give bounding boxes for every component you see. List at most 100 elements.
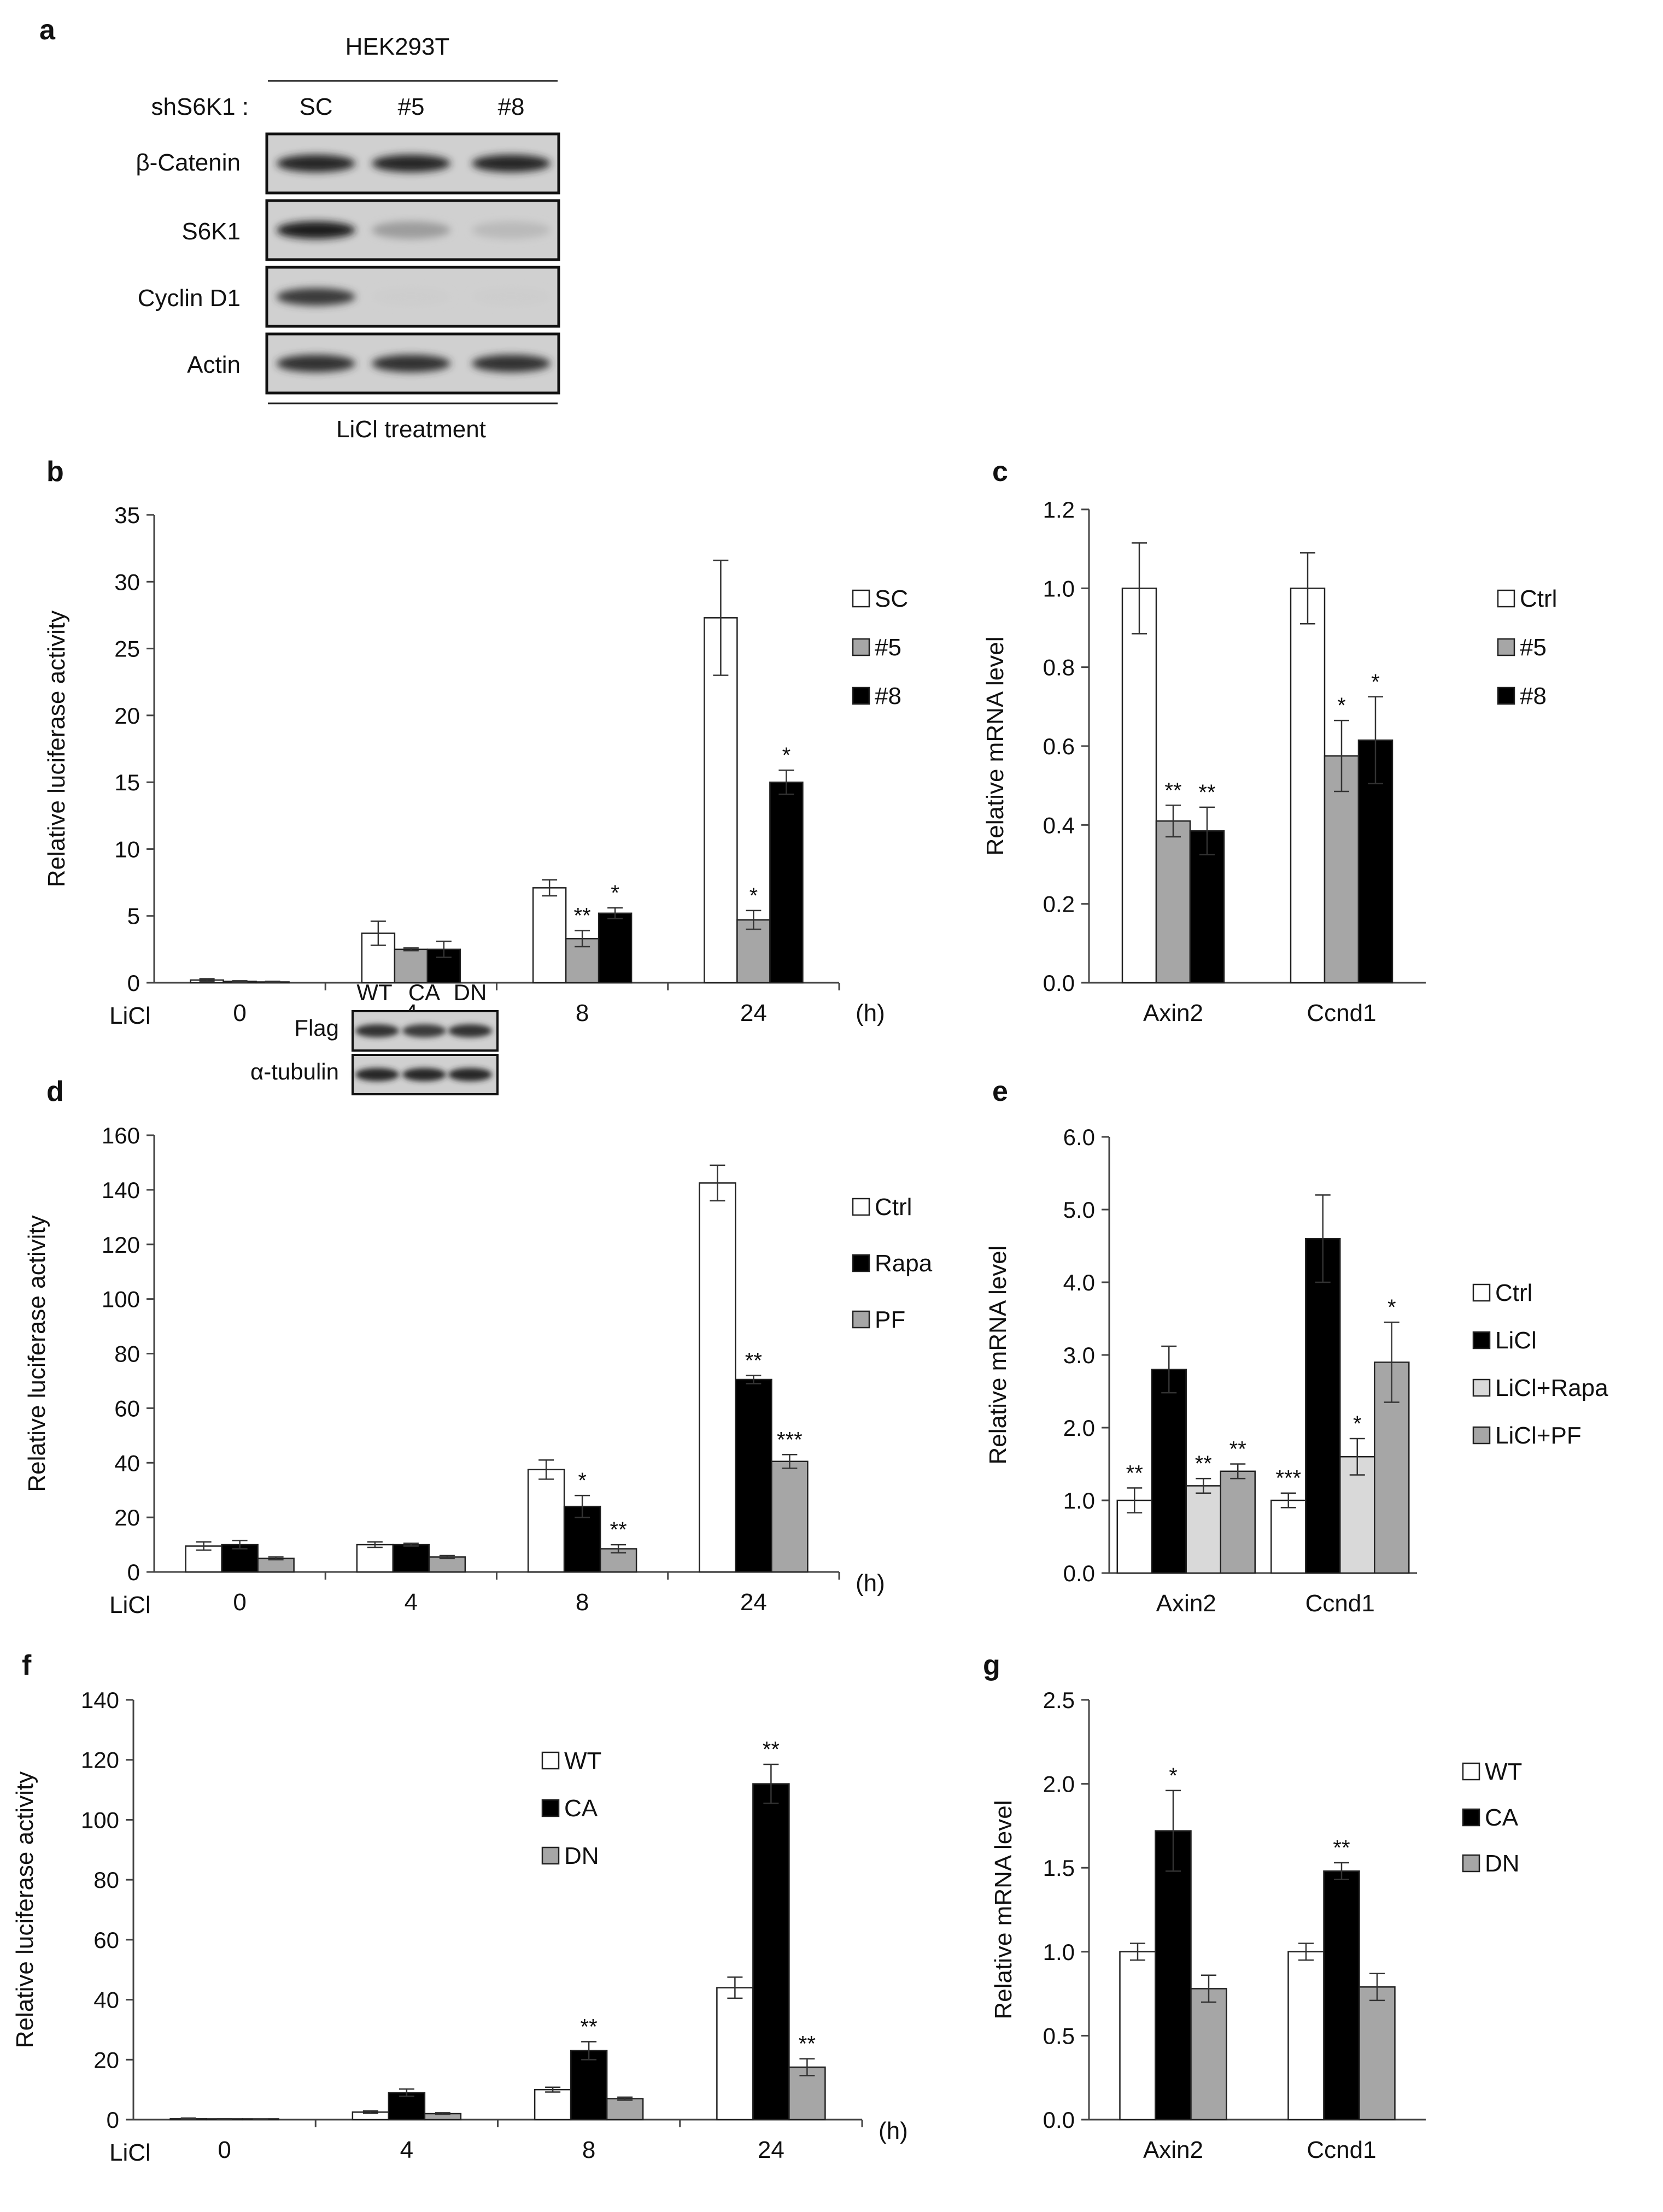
- legend-swatch-ca: [541, 1799, 560, 1817]
- blot-band-flag-lane-1: [355, 1024, 399, 1037]
- bar-ctrl-8: [527, 1469, 565, 1573]
- blot-band-s6k1-lane-1: [277, 221, 355, 239]
- y-tick-label: 25: [114, 636, 140, 662]
- y-tick-label: 1.2: [1043, 497, 1075, 523]
- legend-label-8: #8: [875, 683, 901, 709]
- bar-ca-24: [752, 1783, 790, 2121]
- bar-ctrl-4: [356, 1544, 394, 1573]
- legend-label-licl-pf: LiCl+PF: [1495, 1422, 1582, 1449]
- y-tick-label: 140: [102, 1177, 140, 1203]
- x-axis-title: LiCl: [109, 2139, 151, 2166]
- panel-label-e: e: [992, 1076, 1008, 1107]
- x-category-label-4: 4: [400, 2137, 413, 2163]
- blot-band-catenin-lane-2: [372, 155, 450, 172]
- blot-band-tubulin-lane-1: [355, 1068, 399, 1081]
- legend-label-sc: SC: [875, 585, 908, 612]
- legend-label-ctrl: Ctrl: [1520, 585, 1557, 612]
- bar-dn-8: [606, 2098, 644, 2121]
- cell-line-label: HEK293T: [346, 33, 450, 60]
- y-tick-label: 80: [93, 1867, 119, 1893]
- y-tick-label: 4.0: [1063, 1270, 1095, 1295]
- x-axis-unit: (h): [856, 1000, 885, 1026]
- significance-mark-5-axin2: **: [1164, 778, 1181, 802]
- x-category-label-axin2: Axin2: [1156, 1590, 1216, 1617]
- legend-label-dn: DN: [1485, 1850, 1520, 1877]
- legend-swatch-5: [852, 638, 870, 656]
- bar-wt-ccnd1: [1287, 1951, 1325, 2121]
- panel-label-c: c: [992, 456, 1008, 488]
- significance-mark-rapa-8: *: [578, 1469, 587, 1493]
- blot-band-tubulin-lane-3: [448, 1068, 492, 1081]
- blot-row-label-cyclin-d1: Cyclin D1: [138, 285, 241, 312]
- panel-label-d: d: [46, 1076, 64, 1107]
- chart-panel-g: g 0.0 0.5 1.0 1.5 2.0 2.5 Relative mRNA level Ax…: [983, 1650, 1522, 2163]
- significance-mark-8-8: *: [611, 881, 619, 905]
- y-tick-label: 1.5: [1043, 1855, 1075, 1881]
- bar-ca-ccnd1: [1323, 1870, 1360, 2121]
- y-tick-label: 1.0: [1043, 1939, 1075, 1965]
- legend-swatch-8: [852, 687, 870, 705]
- y-tick-label: 0: [127, 1559, 140, 1585]
- y-tick-label: 100: [102, 1287, 140, 1312]
- significance-mark-ca-24: **: [763, 1738, 780, 1762]
- bar-8-24: [769, 781, 804, 984]
- x-category-label-axin2: Axin2: [1143, 1000, 1203, 1026]
- y-tick-label: 1.0: [1063, 1488, 1095, 1513]
- inset-lane-label-dn: DN: [454, 979, 487, 1005]
- x-category-label-8: 8: [576, 1000, 589, 1026]
- bar-sc-24: [704, 617, 738, 984]
- bar-licl-ccnd1: [1305, 1237, 1341, 1574]
- y-tick-label: 40: [114, 1450, 140, 1476]
- y-tick-label: 2.5: [1043, 1687, 1075, 1713]
- y-tick-label: 2.0: [1043, 1771, 1075, 1797]
- y-axis-title: Relative mRNA level: [982, 636, 1009, 855]
- bar-ctrl-ccnd1: [1290, 588, 1326, 984]
- x-category-label-ccnd1: Ccnd1: [1307, 2137, 1376, 2163]
- x-category-label-0: 0: [233, 1589, 246, 1616]
- y-tick-label: 0.6: [1043, 734, 1075, 759]
- x-axis-title: LiCl: [109, 1002, 151, 1029]
- y-tick-label: 120: [102, 1232, 140, 1258]
- significance-mark-5-8: **: [574, 904, 591, 928]
- y-tick-label: 0: [107, 2107, 119, 2133]
- x-category-label-0: 0: [218, 2137, 231, 2163]
- legend-swatch-sc: [852, 589, 870, 608]
- x-axis-unit: (h): [879, 2117, 908, 2144]
- bar-wt-24: [716, 1987, 754, 2121]
- y-tick-label: 0.0: [1043, 970, 1075, 996]
- y-tick-label: 15: [114, 770, 140, 795]
- inset-blot-strips: [352, 1010, 499, 1095]
- blot-row-label-beta-catenin: β-Catenin: [136, 149, 241, 176]
- blot-band-cyclin-d1-lane-3: [472, 288, 551, 306]
- x-axis-unit: (h): [856, 1570, 885, 1597]
- x-category-label-0: 0: [233, 1000, 246, 1026]
- bar-dn-axin2: [1190, 1988, 1227, 2121]
- significance-mark-ctrl-axin2: **: [1126, 1461, 1143, 1485]
- panel-a-western-blot: a HEK293T shS6K1 : SC #5 #8 β-Catenin S6…: [39, 14, 560, 443]
- y-tick-label: 20: [114, 1505, 140, 1530]
- legend-swatch-licl-rapa: [1472, 1378, 1491, 1397]
- blot-band-flag-lane-2: [402, 1024, 446, 1037]
- blot-strips: [265, 132, 560, 395]
- y-tick-label: 80: [114, 1341, 140, 1367]
- blot-row-label-s6k1: S6K1: [181, 218, 241, 245]
- bar-sc-8: [532, 887, 567, 984]
- legend-swatch-ctrl: [1497, 589, 1515, 608]
- blot-band-tubulin-lane-2: [402, 1068, 446, 1081]
- x-category-label-axin2: Axin2: [1143, 2137, 1203, 2163]
- panel-label-g: g: [983, 1650, 1000, 1681]
- legend-label-pf: PF: [875, 1306, 905, 1333]
- y-tick-label: 0.0: [1043, 2107, 1075, 2133]
- bar-ctrl-24: [699, 1182, 736, 1573]
- bar-5-axin2: [1155, 820, 1191, 984]
- y-tick-label: 2.0: [1063, 1415, 1095, 1441]
- inset-lane-label-wt: WT: [356, 979, 392, 1005]
- x-category-label-24: 24: [740, 1589, 767, 1616]
- bar-5-ccnd1: [1324, 755, 1360, 984]
- legend-swatch-ctrl: [852, 1198, 870, 1216]
- bar-8-8: [598, 912, 633, 984]
- legend-swatch-5: [1497, 638, 1515, 656]
- legend-label-licl-rapa: LiCl+Rapa: [1495, 1375, 1608, 1401]
- blot-band-actin-lane-1: [277, 355, 355, 372]
